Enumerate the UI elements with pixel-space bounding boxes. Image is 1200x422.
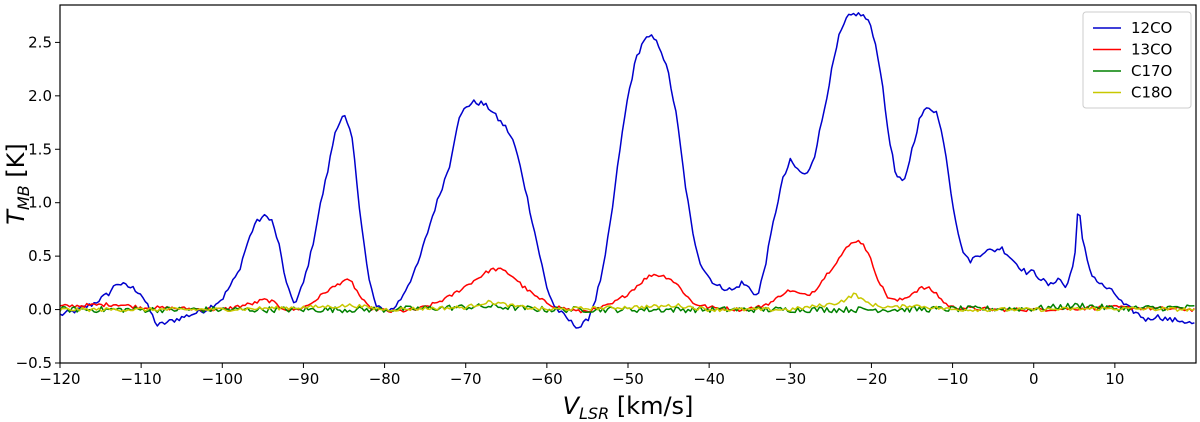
y-tick-label: −0.5 bbox=[16, 354, 52, 372]
x-axis-ticks: −120 −110 −100 −90 −80 −70 −60 −50 −40 −30 −20 −10 0… bbox=[39, 363, 1124, 388]
y-tick-label: 0.0 bbox=[28, 301, 52, 319]
series-layer bbox=[60, 12, 1195, 329]
y-axis-ticks: −0.5 0.0 0.5 1.0 1.5 2.0 2.5 bbox=[16, 33, 60, 372]
series-line-13co bbox=[60, 239, 1195, 314]
x-tick-label: −40 bbox=[693, 370, 725, 388]
legend-label-12co: 12CO bbox=[1131, 19, 1172, 37]
x-tick-label: −100 bbox=[202, 370, 243, 388]
x-tick-label: 10 bbox=[1105, 370, 1124, 388]
x-tick-label: −80 bbox=[369, 370, 401, 388]
x-tick-label: 0 bbox=[1029, 370, 1039, 388]
series-line-c18o bbox=[60, 292, 1195, 313]
x-tick-label: −120 bbox=[39, 370, 80, 388]
y-tick-label: 2.0 bbox=[28, 87, 52, 105]
x-axis-title: VLSR [km/s] bbox=[563, 392, 694, 422]
x-tick-label: −90 bbox=[288, 370, 320, 388]
legend-label-c18o: C18O bbox=[1131, 84, 1172, 102]
y-tick-label: 0.5 bbox=[28, 247, 52, 265]
y-tick-label: 1.5 bbox=[28, 140, 52, 158]
x-tick-label: −10 bbox=[937, 370, 969, 388]
x-tick-label: −70 bbox=[450, 370, 482, 388]
legend-label-13co: 13CO bbox=[1131, 41, 1172, 59]
x-tick-label: −60 bbox=[531, 370, 563, 388]
x-tick-label: −50 bbox=[612, 370, 644, 388]
x-tick-label: −30 bbox=[774, 370, 806, 388]
legend-box bbox=[1082, 11, 1192, 109]
y-tick-label: 2.5 bbox=[28, 33, 52, 51]
legend-label-c17o: C17O bbox=[1131, 62, 1172, 80]
plot-frame bbox=[59, 4, 1197, 364]
x-tick-label: −20 bbox=[856, 370, 888, 388]
y-axis-title: TMB [K] bbox=[2, 143, 33, 225]
x-tick-label: −110 bbox=[121, 370, 162, 388]
legend: 12CO 13CO C17O C18O bbox=[1082, 11, 1192, 109]
y-tick-label: 1.0 bbox=[28, 194, 52, 212]
series-line-12co bbox=[60, 12, 1195, 329]
